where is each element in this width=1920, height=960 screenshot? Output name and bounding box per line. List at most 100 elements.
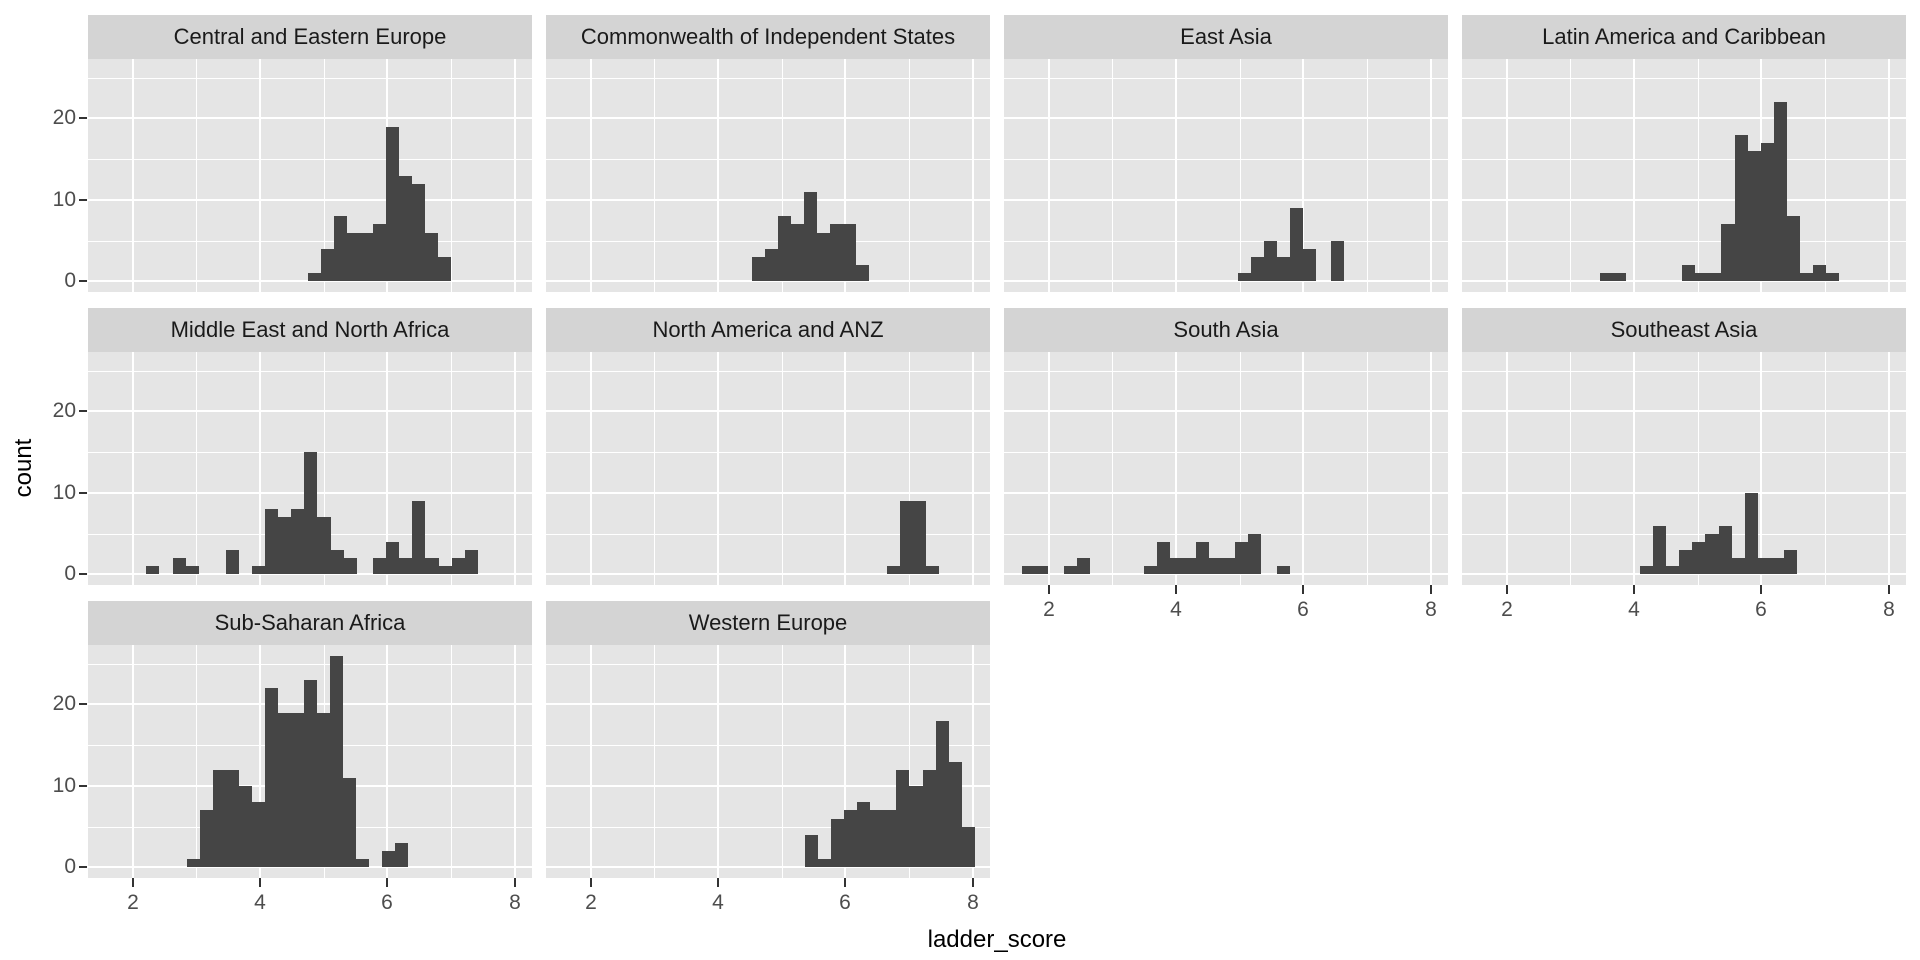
- histogram-bar: [226, 550, 239, 574]
- histogram-bar: [146, 566, 159, 574]
- y-axis-tick-label: 0: [64, 269, 76, 292]
- histogram-bar: [347, 233, 360, 281]
- y-minor-gridline: [1462, 78, 1906, 79]
- y-axis-tick: [79, 785, 87, 787]
- histogram-bar: [330, 656, 343, 867]
- x-major-gridline: [717, 59, 719, 292]
- histogram-bar: [1732, 558, 1745, 574]
- histogram-bar: [1183, 558, 1196, 574]
- x-axis-tick: [717, 878, 719, 887]
- histogram-bar: [1719, 526, 1732, 574]
- histogram-bar: [1235, 542, 1248, 574]
- x-axis-tick: [1888, 585, 1890, 594]
- facet-strip: Latin America and Caribbean: [1462, 15, 1906, 59]
- facet-panel: [546, 645, 990, 878]
- histogram-bar: [844, 810, 857, 867]
- x-axis-tick: [259, 878, 261, 887]
- histogram-bar: [1771, 558, 1784, 574]
- facet-panel: [1462, 352, 1906, 585]
- histogram-bar: [1679, 550, 1692, 574]
- facet-strip-title: South Asia: [1173, 317, 1279, 342]
- histogram-bar: [1290, 208, 1303, 281]
- x-major-gridline: [1430, 352, 1432, 585]
- histogram-bar: [1303, 249, 1316, 281]
- facet-panel: [88, 352, 532, 585]
- x-major-gridline: [590, 59, 592, 292]
- y-major-gridline: [546, 492, 990, 494]
- facet-strip-title: Commonwealth of Independent States: [580, 24, 956, 49]
- y-minor-gridline: [1462, 534, 1906, 535]
- x-major-gridline: [1430, 59, 1432, 292]
- x-axis-tick: [514, 878, 516, 887]
- histogram-bar: [1800, 273, 1813, 281]
- histogram-bar: [1692, 542, 1705, 574]
- y-minor-gridline: [546, 452, 990, 453]
- y-minor-gridline: [88, 159, 532, 160]
- histogram-bar: [830, 224, 843, 281]
- histogram-bar: [438, 257, 451, 281]
- x-axis-title: ladder_score: [927, 926, 1067, 953]
- y-major-gridline: [1462, 280, 1906, 282]
- x-major-gridline: [844, 59, 846, 292]
- histogram-bar: [386, 542, 399, 574]
- x-axis-tick: [1430, 585, 1432, 594]
- histogram-bar: [896, 770, 909, 867]
- x-major-gridline: [1888, 352, 1890, 585]
- histogram-bar: [1077, 558, 1090, 574]
- x-major-gridline: [717, 645, 719, 878]
- x-axis-tick: [1302, 585, 1304, 594]
- y-minor-gridline: [1462, 241, 1906, 242]
- histogram-bar: [1170, 558, 1183, 574]
- y-major-gridline: [88, 280, 532, 282]
- y-major-gridline: [546, 785, 990, 787]
- y-major-gridline: [88, 866, 532, 868]
- histogram-bar: [308, 273, 321, 281]
- x-major-gridline: [514, 352, 516, 585]
- x-axis-tick-label: 6: [839, 891, 851, 914]
- x-minor-gridline: [1698, 59, 1699, 292]
- x-axis-tick: [1506, 585, 1508, 594]
- y-axis-tick: [79, 280, 87, 282]
- x-minor-gridline: [654, 59, 655, 292]
- histogram-bar: [425, 558, 439, 574]
- x-axis-tick: [1175, 585, 1177, 594]
- facet-panel: [546, 59, 990, 292]
- histogram-bar: [1209, 558, 1222, 574]
- x-minor-gridline: [1112, 352, 1113, 585]
- x-minor-gridline: [1825, 59, 1826, 292]
- histogram-bar: [1708, 273, 1721, 281]
- facet-panel: [546, 352, 990, 585]
- y-major-gridline: [1004, 280, 1448, 282]
- histogram-bar: [1666, 566, 1679, 574]
- y-minor-gridline: [88, 664, 532, 665]
- histogram-bar: [936, 721, 949, 867]
- y-axis-tick-label: 20: [52, 399, 76, 422]
- histogram-bar: [1758, 558, 1771, 574]
- histogram-bar: [1613, 273, 1626, 281]
- x-minor-gridline: [1240, 59, 1241, 292]
- y-minor-gridline: [88, 78, 532, 79]
- y-major-gridline: [1462, 410, 1906, 412]
- histogram-bar: [1682, 265, 1695, 281]
- x-minor-gridline: [324, 352, 325, 585]
- facet-strip-title: Central and Eastern Europe: [173, 24, 447, 49]
- histogram-bar: [909, 786, 923, 867]
- y-minor-gridline: [1004, 241, 1448, 242]
- histogram-bar: [343, 778, 356, 867]
- x-minor-gridline: [1240, 352, 1241, 585]
- histogram-bar: [356, 859, 369, 867]
- histogram-bar: [360, 233, 373, 281]
- x-major-gridline: [259, 59, 261, 292]
- facet-strip-title: East Asia: [1180, 24, 1272, 49]
- y-major-gridline: [546, 280, 990, 282]
- histogram-bar: [870, 810, 883, 867]
- y-axis-tick-label: 0: [64, 562, 76, 585]
- histogram-bar: [278, 517, 291, 574]
- histogram-bar: [439, 566, 452, 574]
- y-major-gridline: [88, 573, 532, 575]
- histogram-bar: [752, 257, 765, 281]
- histogram-bar: [252, 802, 265, 867]
- y-axis-tick-label: 20: [52, 692, 76, 715]
- x-axis-tick-label: 4: [712, 891, 724, 914]
